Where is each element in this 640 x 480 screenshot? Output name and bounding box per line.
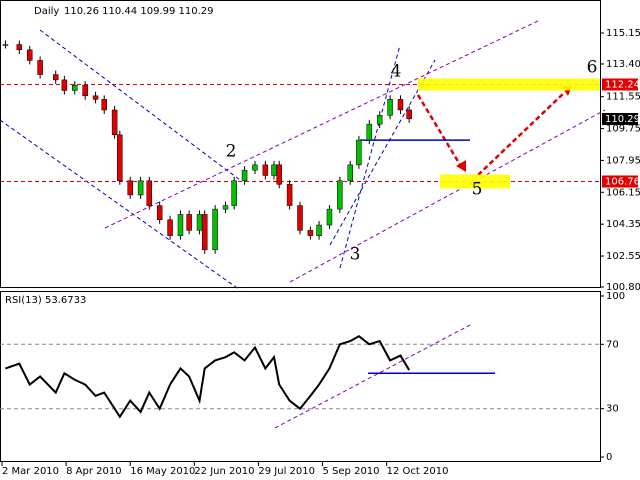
candle bbox=[307, 230, 314, 236]
candle bbox=[52, 74, 59, 81]
candle bbox=[82, 84, 88, 97]
y-tick-label: 107.95 bbox=[606, 155, 640, 166]
level-label: 112.24 bbox=[605, 79, 640, 90]
candle bbox=[347, 164, 353, 182]
candle bbox=[271, 164, 277, 176]
candle bbox=[366, 123, 373, 141]
candle bbox=[376, 115, 383, 125]
rsi-title: RSI(13) 53.6733 bbox=[5, 295, 86, 306]
candle bbox=[92, 95, 99, 100]
channel-line bbox=[289, 109, 606, 283]
candle bbox=[146, 180, 153, 206]
wave-label: 2 bbox=[226, 142, 237, 162]
candle bbox=[72, 84, 78, 91]
y-tick-label: 115.15 bbox=[606, 28, 640, 39]
wave-label: 5 bbox=[472, 180, 483, 200]
y-tick-label: 102.55 bbox=[606, 251, 640, 262]
level-label: 106.76 bbox=[605, 176, 640, 187]
target-zone bbox=[418, 78, 600, 91]
candle bbox=[117, 134, 123, 182]
candle bbox=[241, 169, 248, 182]
rsi-panel bbox=[0, 291, 601, 462]
candle bbox=[337, 180, 343, 210]
candle bbox=[37, 60, 43, 75]
channel-line bbox=[0, 119, 241, 291]
candle bbox=[212, 208, 218, 251]
candle bbox=[326, 208, 333, 226]
candle bbox=[252, 164, 258, 171]
candle bbox=[222, 205, 229, 210]
candle bbox=[127, 180, 133, 196]
arrow bbox=[477, 91, 566, 176]
y-tick-label: 100 bbox=[606, 291, 625, 302]
candle bbox=[286, 184, 293, 206]
y-tick-label: 106.15 bbox=[606, 187, 640, 198]
price-panel bbox=[0, 0, 601, 288]
candle bbox=[137, 180, 144, 196]
level-tag bbox=[602, 175, 638, 188]
y-tick-label: 0 bbox=[606, 452, 612, 463]
y-tick-label: 109.75 bbox=[606, 124, 640, 135]
candle bbox=[26, 49, 33, 61]
x-tick-label: 16 May 2010 bbox=[130, 466, 195, 477]
candle bbox=[297, 205, 303, 231]
trendlines bbox=[0, 19, 606, 429]
candle bbox=[101, 99, 107, 111]
candle bbox=[2, 44, 9, 46]
rsi-trendline bbox=[274, 324, 471, 429]
candle bbox=[316, 224, 322, 236]
candle bbox=[356, 139, 362, 166]
candle bbox=[262, 164, 269, 176]
candle bbox=[186, 214, 192, 231]
x-tick-label: 22 Jun 2010 bbox=[194, 466, 254, 477]
arrow bbox=[416, 94, 464, 169]
x-tick-label: 5 Sep 2010 bbox=[323, 466, 380, 477]
x-tick-label: 2 Mar 2010 bbox=[2, 466, 59, 477]
candle bbox=[201, 214, 208, 251]
candle bbox=[156, 205, 163, 220]
rsi-line bbox=[5, 335, 411, 419]
price-label: 110.29 bbox=[605, 114, 640, 125]
y-tick-label: 70 bbox=[606, 339, 619, 350]
candle bbox=[196, 214, 203, 231]
channel-line bbox=[339, 44, 401, 269]
candle bbox=[406, 109, 412, 120]
target-zone bbox=[440, 174, 510, 189]
y-tick-label: 104.35 bbox=[606, 219, 640, 230]
ohlc-values: 110.26 110.44 109.99 110.29 bbox=[64, 6, 214, 17]
x-tick-label: 12 Oct 2010 bbox=[387, 466, 449, 477]
level-tag bbox=[602, 78, 638, 91]
x-tick-label: 29 Jul 2010 bbox=[258, 466, 315, 477]
wave-label: 6 bbox=[587, 58, 598, 78]
x-tick-label: 8 Apr 2010 bbox=[66, 466, 121, 477]
channel-line bbox=[329, 59, 436, 246]
channel-line bbox=[104, 19, 541, 229]
candle bbox=[387, 99, 393, 116]
chart-title: Daily bbox=[34, 6, 59, 17]
y-tick-label: 100.80 bbox=[606, 282, 640, 293]
arrows bbox=[416, 91, 566, 176]
wave-label: 4 bbox=[391, 62, 402, 82]
candle bbox=[276, 164, 282, 185]
candle bbox=[177, 214, 184, 236]
candle bbox=[167, 219, 173, 236]
candle bbox=[231, 180, 237, 206]
y-tick-label: 113.40 bbox=[606, 59, 640, 70]
candle bbox=[16, 44, 23, 51]
y-tick-label: 111.55 bbox=[606, 92, 640, 103]
candle bbox=[111, 109, 118, 136]
candle bbox=[397, 99, 404, 111]
y-tick-label: 30 bbox=[606, 404, 619, 415]
candle bbox=[61, 79, 68, 91]
price-tag bbox=[602, 113, 638, 126]
wave-label: 3 bbox=[350, 245, 361, 265]
